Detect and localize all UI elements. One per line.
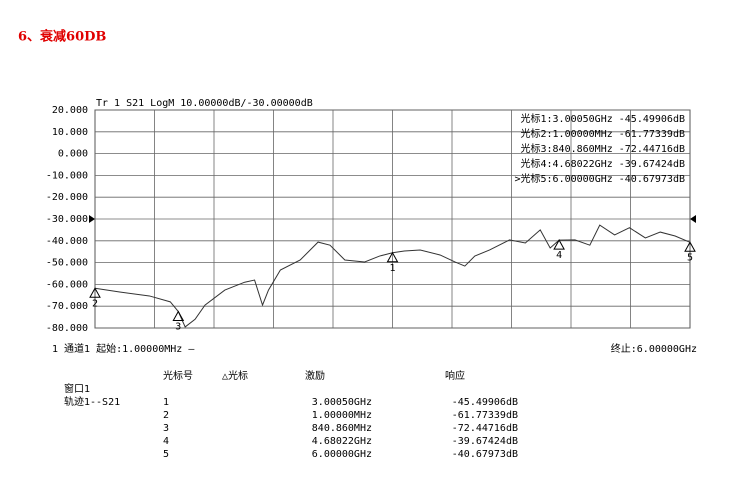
- marker-label: 3: [175, 322, 181, 333]
- marker-number: 1: [163, 397, 169, 408]
- response: -40.67973dB: [452, 449, 518, 460]
- y-tick-label: 0.000: [58, 149, 88, 160]
- trace-title: Tr 1 S21 LogM 10.00000dB/-30.00000dB: [96, 98, 313, 109]
- marker-readout: 光标1:3.00050GHz -45.49906dB: [521, 112, 686, 125]
- window-label: 窗口1: [64, 382, 90, 395]
- y-tick-label: -50.000: [46, 258, 88, 269]
- marker-readout: 光标3:840.860MHz -72.44716dB: [521, 142, 686, 155]
- stimulus: 4.68022GHz: [312, 436, 372, 447]
- marker-readout: 光标4:4.68022GHz -39.67424dB: [521, 157, 686, 170]
- marker: [553, 239, 565, 250]
- response: -39.67424dB: [452, 436, 518, 447]
- marker-label: 5: [687, 252, 693, 263]
- y-tick-label: -40.000: [46, 236, 88, 247]
- marker: [89, 287, 101, 298]
- response: -72.44716dB: [452, 423, 518, 434]
- marker-readout: >光标5:6.00000GHz -40.67973dB: [514, 172, 685, 185]
- table-header: 响应: [445, 369, 465, 382]
- stimulus: 840.860MHz: [312, 423, 372, 434]
- y-tick-label: -60.000: [46, 279, 88, 290]
- marker-label: 1: [389, 263, 395, 274]
- y-tick-label: -20.000: [46, 192, 88, 203]
- table-header: 激励: [305, 369, 325, 382]
- marker-number: 5: [163, 449, 169, 460]
- marker: [684, 241, 696, 252]
- channel-start: 1 通道1 起始:1.00000MHz —: [52, 342, 195, 355]
- marker-number: 3: [163, 423, 169, 434]
- stimulus: 6.00000GHz: [312, 449, 372, 460]
- ref-arrow: [89, 215, 95, 223]
- trace-line: [94, 224, 691, 328]
- marker: [172, 310, 185, 322]
- y-tick-label: -80.000: [46, 323, 88, 334]
- y-tick-label: -70.000: [46, 301, 88, 312]
- marker-label: 2: [92, 298, 98, 309]
- heading: 6、衰减60DB: [18, 29, 106, 45]
- stop-frequency: 终止:6.00000GHz: [611, 342, 697, 355]
- y-tick-label: -30.000: [46, 214, 88, 225]
- y-tick-label: -10.000: [46, 170, 88, 181]
- marker-label: 4: [556, 250, 562, 261]
- response: -61.77339dB: [452, 410, 518, 421]
- table-header: 光标号: [163, 369, 193, 382]
- response: -45.49906dB: [452, 397, 518, 408]
- marker-number: 4: [163, 436, 169, 447]
- marker: [386, 251, 399, 263]
- stimulus: 3.00050GHz: [312, 397, 372, 408]
- table-header: △光标: [222, 369, 248, 382]
- marker-number: 2: [163, 410, 169, 421]
- marker-readout: 光标2:1.00000MHz -61.77339dB: [521, 127, 686, 140]
- y-tick-label: 10.000: [52, 127, 88, 138]
- ref-arrow: [690, 215, 696, 223]
- y-tick-label: 20.000: [52, 105, 88, 116]
- stimulus: 1.00000MHz: [312, 410, 372, 421]
- trace-label: 轨迹1--S21: [64, 395, 120, 408]
